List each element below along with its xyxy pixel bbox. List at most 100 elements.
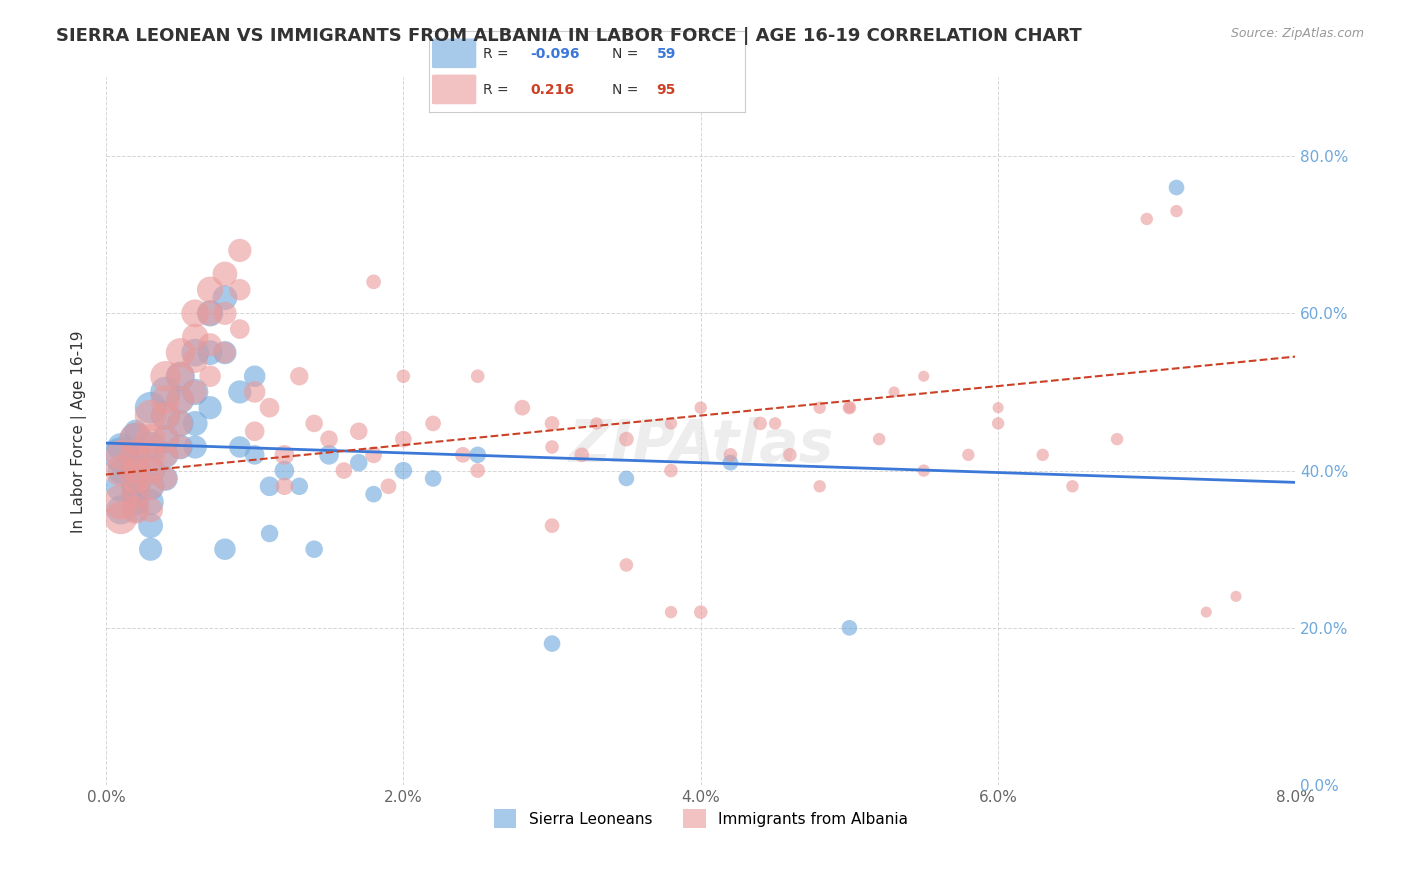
Point xyxy=(451,448,474,462)
Point xyxy=(139,464,162,478)
Point xyxy=(838,401,860,415)
Point xyxy=(110,448,132,462)
Point xyxy=(422,471,444,485)
Point xyxy=(184,417,207,431)
Point xyxy=(720,456,742,470)
Point xyxy=(139,432,162,446)
Point xyxy=(763,417,786,431)
Point xyxy=(184,440,207,454)
Point xyxy=(214,345,236,359)
Point xyxy=(363,275,385,289)
Point xyxy=(125,495,148,509)
Point xyxy=(169,440,191,454)
Point xyxy=(198,306,221,320)
FancyBboxPatch shape xyxy=(432,75,477,104)
Point xyxy=(155,432,177,446)
Point xyxy=(139,479,162,493)
Point xyxy=(912,369,935,384)
Text: N =: N = xyxy=(613,83,643,97)
Text: 59: 59 xyxy=(657,46,676,61)
Point xyxy=(155,409,177,423)
Point xyxy=(912,464,935,478)
Point xyxy=(689,605,711,619)
Point xyxy=(243,369,266,384)
Point xyxy=(392,369,415,384)
Point xyxy=(184,306,207,320)
Text: 0.216: 0.216 xyxy=(530,83,574,97)
Text: ZIPAtlas: ZIPAtlas xyxy=(568,417,834,474)
Point xyxy=(229,440,252,454)
Point xyxy=(467,464,489,478)
Point xyxy=(198,306,221,320)
Point xyxy=(139,440,162,454)
Point xyxy=(169,417,191,431)
Point xyxy=(720,448,742,462)
Point xyxy=(139,495,162,509)
Point xyxy=(125,479,148,493)
Point xyxy=(659,464,682,478)
Point xyxy=(155,471,177,485)
Point xyxy=(214,291,236,305)
Point xyxy=(169,392,191,407)
Point xyxy=(155,392,177,407)
Point xyxy=(333,464,356,478)
Point xyxy=(1032,448,1054,462)
Point xyxy=(229,322,252,336)
Point xyxy=(184,384,207,399)
Point xyxy=(347,424,370,438)
Point xyxy=(125,503,148,517)
Point xyxy=(541,636,564,650)
Point xyxy=(169,369,191,384)
Point xyxy=(1195,605,1218,619)
Point xyxy=(184,330,207,344)
Point xyxy=(838,621,860,635)
Point xyxy=(110,440,132,454)
Point xyxy=(139,409,162,423)
Point xyxy=(139,542,162,557)
Point xyxy=(541,440,564,454)
Point xyxy=(125,464,148,478)
Point xyxy=(467,369,489,384)
Point xyxy=(808,479,831,493)
Point xyxy=(155,409,177,423)
Point xyxy=(1225,590,1247,604)
Point xyxy=(125,424,148,438)
Text: N =: N = xyxy=(613,46,643,61)
Point xyxy=(184,353,207,368)
Point xyxy=(125,503,148,517)
Point xyxy=(347,456,370,470)
Point xyxy=(110,503,132,517)
Point xyxy=(155,471,177,485)
Text: -0.096: -0.096 xyxy=(530,46,579,61)
Point xyxy=(273,464,295,478)
Point xyxy=(571,448,593,462)
Point xyxy=(987,401,1010,415)
FancyBboxPatch shape xyxy=(432,38,477,68)
Point xyxy=(169,369,191,384)
Point xyxy=(883,384,905,399)
Point xyxy=(155,448,177,462)
Point xyxy=(110,448,132,462)
Point xyxy=(125,432,148,446)
Point xyxy=(125,448,148,462)
Point xyxy=(169,440,191,454)
Text: R =: R = xyxy=(482,83,513,97)
Point xyxy=(363,448,385,462)
Point xyxy=(585,417,607,431)
Point xyxy=(125,464,148,478)
Point xyxy=(957,448,980,462)
Point xyxy=(229,384,252,399)
Point xyxy=(125,487,148,501)
Point xyxy=(169,345,191,359)
Point xyxy=(198,345,221,359)
Point xyxy=(139,479,162,493)
Point xyxy=(363,487,385,501)
Point xyxy=(184,345,207,359)
Point xyxy=(302,542,325,557)
Point xyxy=(198,401,221,415)
Point xyxy=(659,417,682,431)
Point xyxy=(616,432,638,446)
Point xyxy=(198,369,221,384)
Point xyxy=(214,345,236,359)
Point xyxy=(392,432,415,446)
